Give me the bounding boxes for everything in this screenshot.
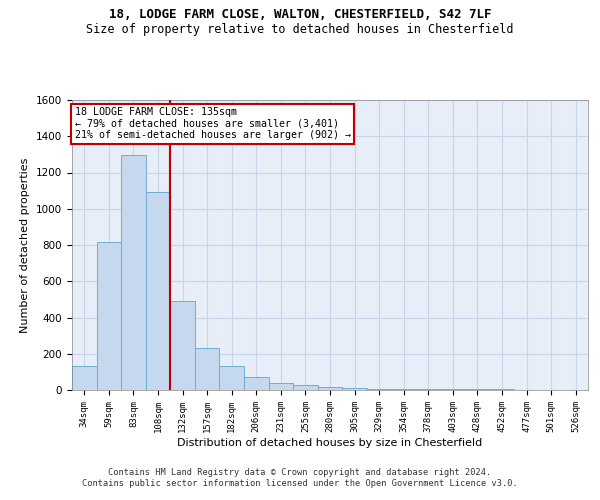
- Bar: [342, 388, 367, 390]
- Bar: [293, 384, 318, 390]
- Bar: [367, 388, 391, 390]
- Text: Size of property relative to detached houses in Chesterfield: Size of property relative to detached ho…: [86, 22, 514, 36]
- X-axis label: Distribution of detached houses by size in Chesterfield: Distribution of detached houses by size …: [178, 438, 482, 448]
- Bar: [318, 386, 342, 390]
- Bar: [269, 383, 293, 390]
- Bar: [220, 366, 244, 390]
- Text: Contains HM Land Registry data © Crown copyright and database right 2024.
Contai: Contains HM Land Registry data © Crown c…: [82, 468, 518, 487]
- Bar: [391, 389, 416, 390]
- Bar: [121, 156, 146, 390]
- Text: 18 LODGE FARM CLOSE: 135sqm
← 79% of detached houses are smaller (3,401)
21% of : 18 LODGE FARM CLOSE: 135sqm ← 79% of det…: [74, 108, 350, 140]
- Bar: [97, 242, 121, 390]
- Bar: [416, 389, 440, 390]
- Bar: [72, 366, 97, 390]
- Bar: [146, 192, 170, 390]
- Text: 18, LODGE FARM CLOSE, WALTON, CHESTERFIELD, S42 7LF: 18, LODGE FARM CLOSE, WALTON, CHESTERFIE…: [109, 8, 491, 20]
- Bar: [244, 378, 269, 390]
- Y-axis label: Number of detached properties: Number of detached properties: [20, 158, 31, 332]
- Bar: [195, 348, 220, 390]
- Bar: [170, 301, 195, 390]
